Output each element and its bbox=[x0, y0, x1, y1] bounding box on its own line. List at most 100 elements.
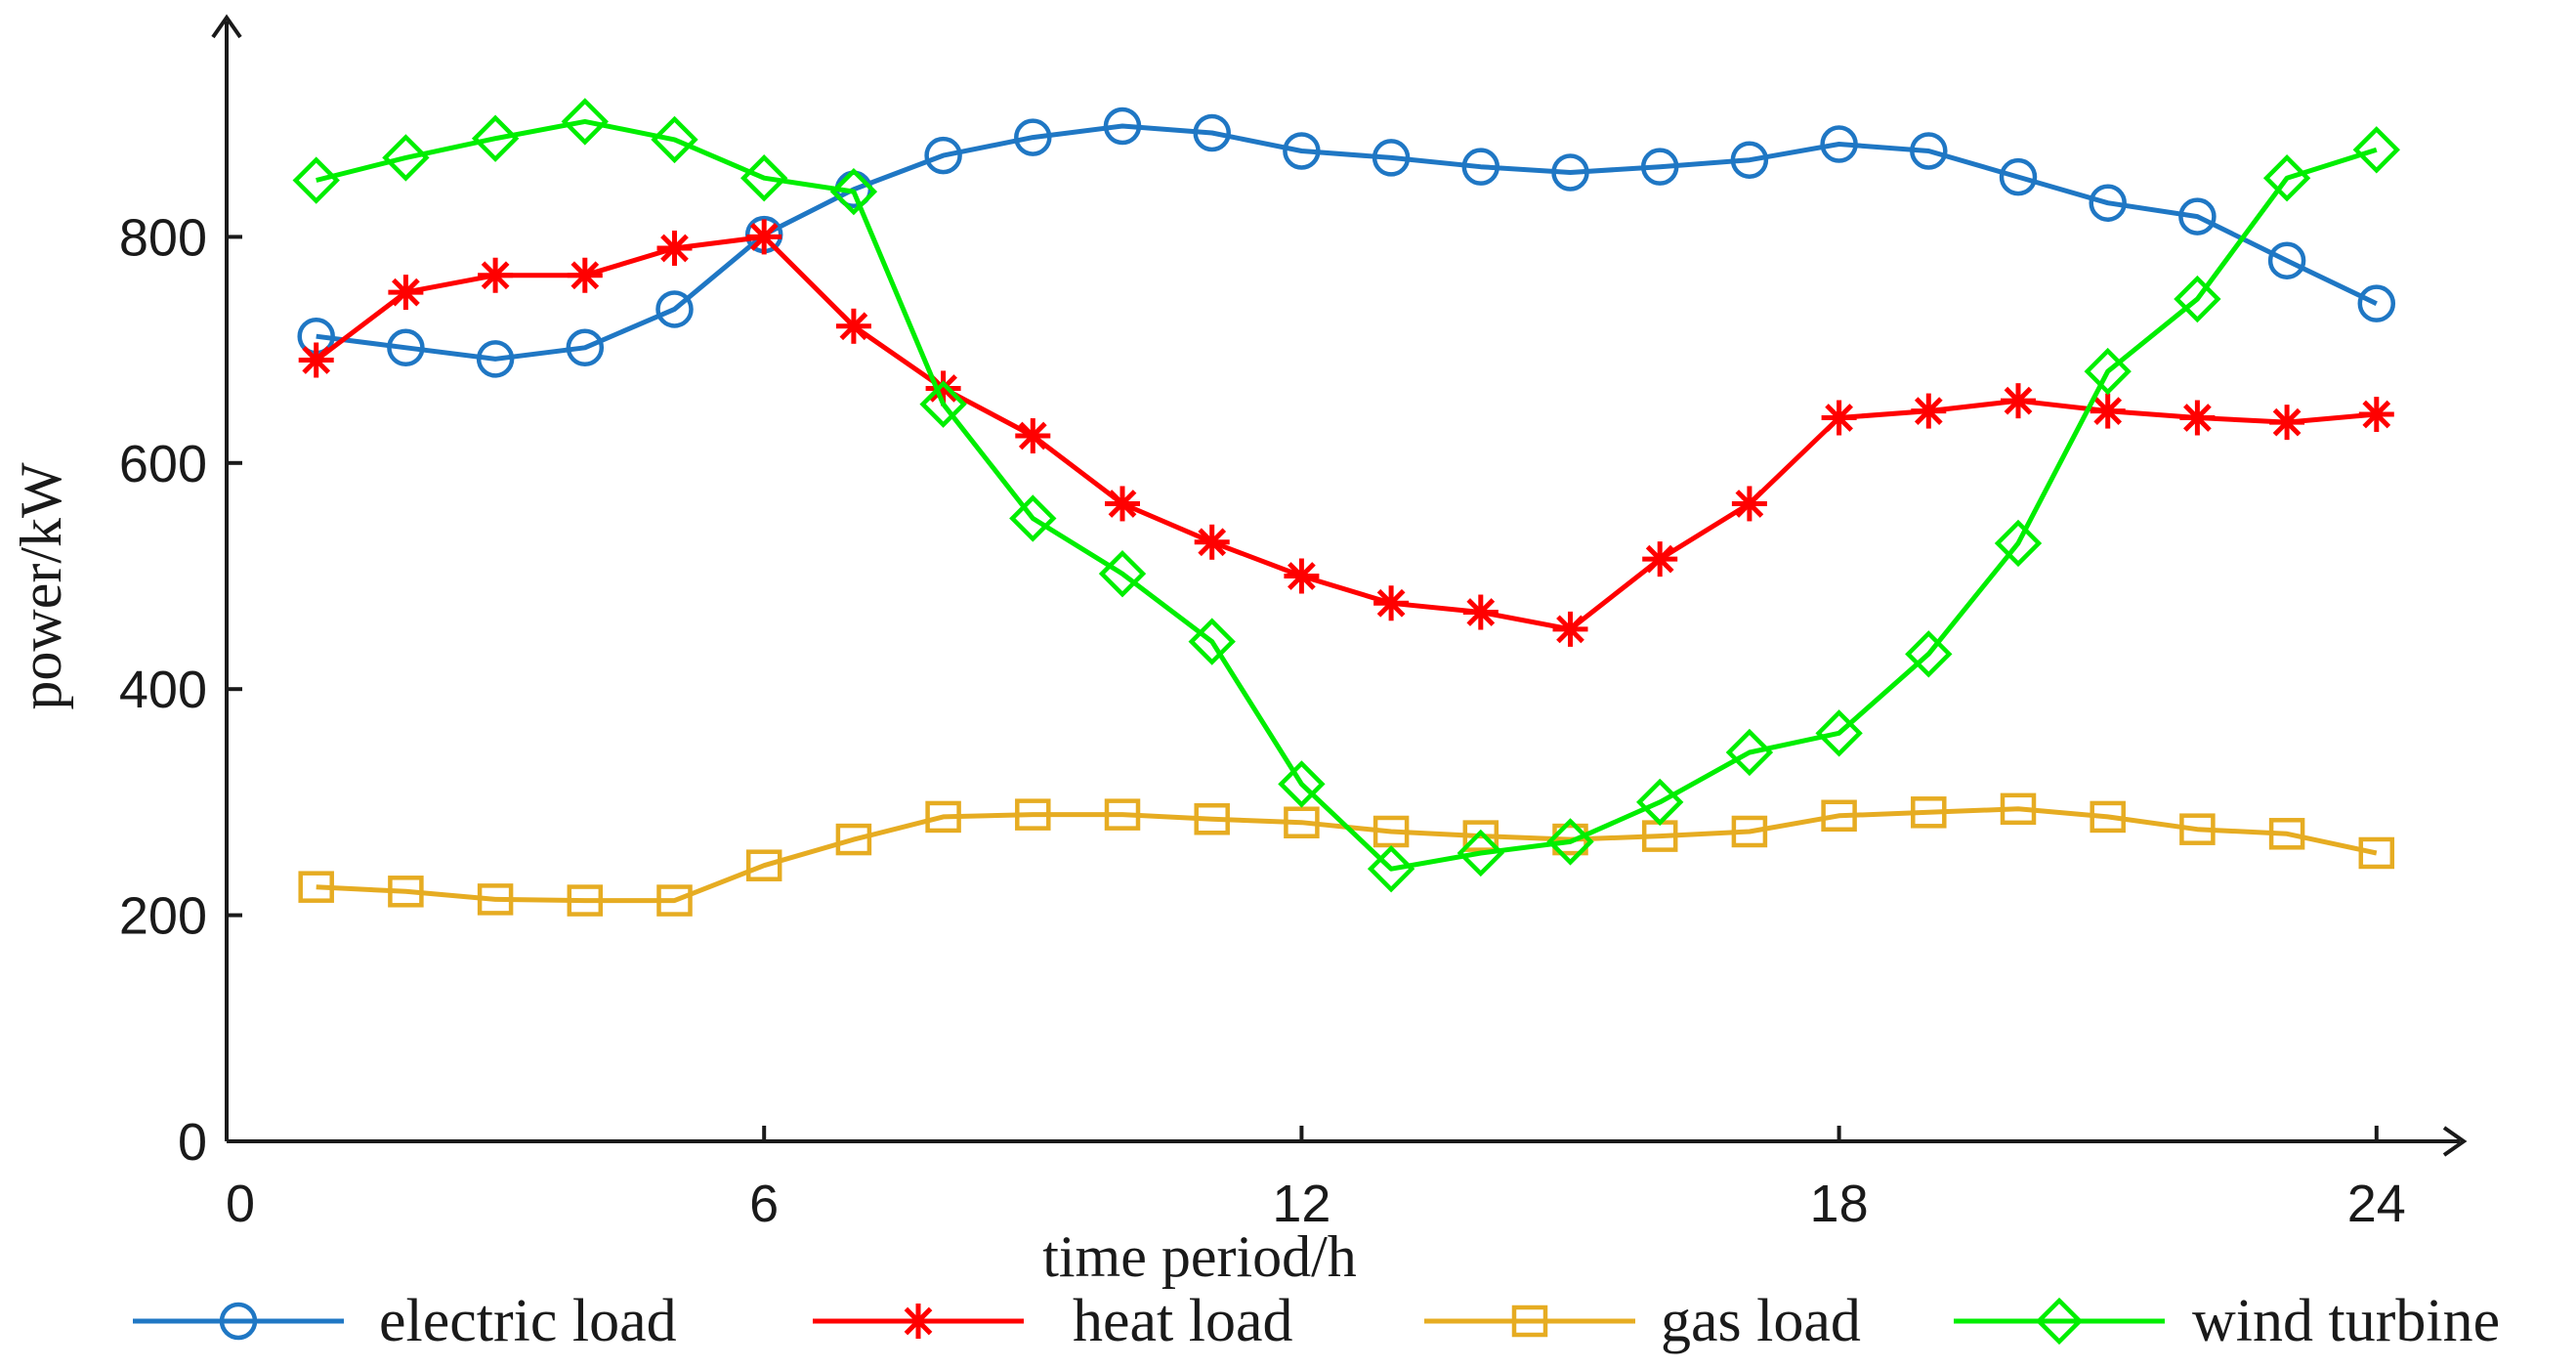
x-tick-label: 18 bbox=[1810, 1175, 1869, 1233]
data-point-heat-load bbox=[478, 257, 514, 293]
data-point-heat-load bbox=[656, 230, 693, 266]
data-point-gas-load bbox=[2000, 792, 2037, 826]
data-point-gas-load bbox=[567, 884, 604, 917]
data-point-gas-load bbox=[388, 876, 424, 908]
data-point-wind-turbine bbox=[1636, 778, 1684, 827]
x-tick-label: 0 bbox=[226, 1175, 255, 1233]
data-point-gas-load bbox=[1104, 798, 1141, 831]
data-point-electric-load bbox=[1461, 148, 1500, 186]
data-point-electric-load bbox=[1193, 113, 1231, 152]
data-point-electric-load bbox=[924, 136, 962, 175]
series-gas-load bbox=[298, 792, 2395, 917]
y-tick-label: 800 bbox=[119, 208, 207, 267]
data-point-electric-load bbox=[1103, 107, 1142, 146]
data-point-gas-load bbox=[477, 883, 514, 916]
data-point-heat-load bbox=[1821, 400, 1857, 436]
data-point-electric-load bbox=[1551, 153, 1589, 192]
legend-item-wind-turbine: wind turbine bbox=[1954, 1288, 2500, 1354]
data-point-wind-turbine bbox=[1905, 630, 1953, 678]
data-point-gas-load bbox=[1015, 798, 1051, 831]
data-point-electric-load bbox=[2178, 197, 2217, 235]
data-point-wind-turbine bbox=[1188, 618, 1236, 665]
y-tick-label: 200 bbox=[119, 887, 207, 946]
data-point-heat-load bbox=[1373, 585, 1410, 621]
legend-label: heat load bbox=[1073, 1288, 1293, 1354]
data-point-electric-load bbox=[1014, 118, 1052, 156]
data-point-heat-load bbox=[2001, 383, 2036, 419]
data-point-heat-load bbox=[1911, 393, 1947, 429]
legend-item-heat-load: heat load bbox=[813, 1288, 1293, 1354]
data-point-wind-turbine bbox=[2084, 347, 2132, 396]
data-point-gas-load bbox=[656, 884, 693, 917]
data-point-wind-turbine bbox=[382, 134, 430, 182]
data-point-heat-load bbox=[1194, 524, 1230, 560]
legend-label: wind turbine bbox=[2192, 1288, 2500, 1354]
legend: electric load heat load gas load wind turbi… bbox=[133, 1288, 2500, 1354]
data-point-wind-turbine bbox=[1278, 760, 1326, 808]
data-point-heat-load bbox=[2358, 397, 2394, 433]
data-point-wind-turbine bbox=[651, 115, 698, 164]
data-point-electric-load bbox=[2267, 241, 2306, 279]
x-axis-arrow bbox=[2442, 1126, 2468, 1157]
data-point-wind-turbine bbox=[1367, 844, 1415, 893]
data-point-heat-load bbox=[1105, 486, 1140, 522]
data-point-gas-load bbox=[745, 849, 782, 881]
data-point-heat-load bbox=[1731, 486, 1767, 522]
data-point-heat-load bbox=[1462, 594, 1499, 630]
data-point-electric-load bbox=[1372, 139, 1411, 177]
y-axis-title: power/kW bbox=[9, 462, 73, 710]
data-point-heat-load bbox=[1642, 541, 1678, 578]
data-point-gas-load bbox=[298, 871, 334, 903]
data-point-heat-load bbox=[746, 219, 782, 255]
x-tick-label: 12 bbox=[1272, 1175, 1330, 1233]
data-point-electric-load bbox=[2089, 184, 2127, 222]
data-point-wind-turbine bbox=[1815, 709, 1863, 757]
legend-item-electric-load: electric load bbox=[133, 1288, 677, 1354]
series-line-heat-load bbox=[315, 234, 2378, 632]
data-point-gas-load bbox=[1462, 820, 1499, 852]
legend-item-gas-load: gas load bbox=[1424, 1288, 1861, 1354]
data-point-heat-load bbox=[1552, 611, 1588, 647]
data-point-gas-load bbox=[1821, 799, 1857, 833]
data-point-electric-load bbox=[1910, 132, 1948, 170]
data-point-electric-load bbox=[1820, 125, 1858, 163]
legend-swatch-marker bbox=[2035, 1297, 2084, 1346]
legend-label: gas load bbox=[1661, 1288, 1861, 1354]
data-point-electric-load bbox=[566, 328, 605, 367]
series-electric-load bbox=[297, 107, 2396, 378]
data-point-wind-turbine bbox=[919, 380, 967, 428]
data-point-heat-load bbox=[1284, 558, 1320, 594]
y-tick-label: 0 bbox=[178, 1113, 207, 1172]
legend-swatch-marker bbox=[901, 1304, 936, 1339]
x-tick-label: 24 bbox=[2347, 1175, 2406, 1233]
data-point-gas-load bbox=[1194, 803, 1230, 835]
data-point-wind-turbine bbox=[1457, 829, 1504, 877]
data-point-gas-load bbox=[2268, 818, 2305, 850]
data-point-gas-load bbox=[835, 823, 872, 856]
data-point-gas-load bbox=[2358, 836, 2395, 870]
data-point-gas-load bbox=[925, 800, 961, 834]
series-line-wind-turbine bbox=[316, 118, 2378, 872]
y-tick-label: 600 bbox=[119, 435, 207, 493]
data-point-electric-load bbox=[387, 328, 425, 367]
series-line-gas-load bbox=[316, 806, 2378, 904]
data-point-electric-load bbox=[1730, 141, 1769, 179]
data-point-heat-load bbox=[298, 342, 334, 378]
x-axis-title: time period/h bbox=[1042, 1224, 1357, 1289]
data-point-heat-load bbox=[2090, 393, 2126, 429]
legend-label: electric load bbox=[379, 1288, 677, 1354]
data-point-wind-turbine bbox=[740, 154, 788, 202]
data-point-electric-load bbox=[476, 340, 515, 378]
y-axis-arrow bbox=[211, 14, 242, 39]
data-point-wind-turbine bbox=[1725, 728, 1774, 777]
legend-swatch-marker bbox=[1511, 1305, 1548, 1338]
data-point-wind-turbine bbox=[1546, 818, 1594, 866]
data-point-gas-load bbox=[2090, 800, 2126, 834]
data-point-wind-turbine bbox=[2174, 275, 2221, 323]
series-line-electric-load bbox=[316, 123, 2378, 362]
data-point-heat-load bbox=[388, 275, 424, 311]
legend-swatch-marker bbox=[219, 1302, 258, 1341]
data-point-wind-turbine bbox=[1994, 519, 2043, 568]
data-point-wind-turbine bbox=[829, 167, 878, 216]
